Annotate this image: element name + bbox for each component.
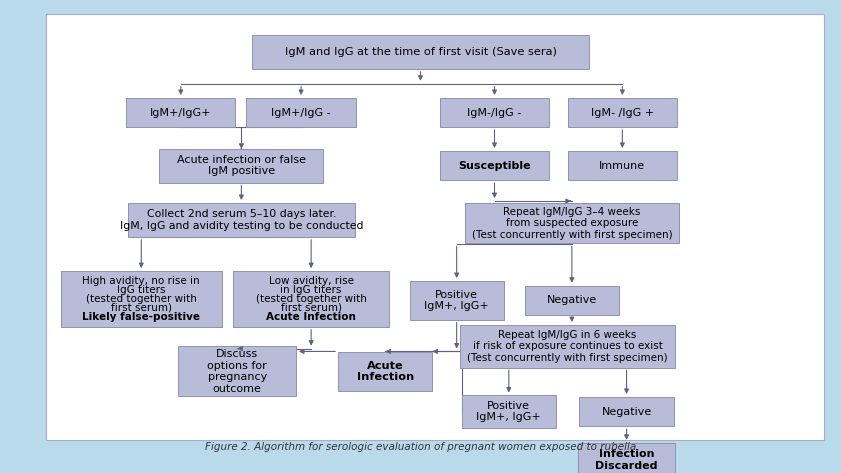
FancyBboxPatch shape: [461, 325, 674, 368]
FancyBboxPatch shape: [440, 151, 549, 180]
Text: Acute
Infection: Acute Infection: [357, 360, 414, 382]
FancyBboxPatch shape: [568, 98, 677, 127]
FancyBboxPatch shape: [126, 98, 235, 127]
FancyBboxPatch shape: [464, 203, 679, 243]
Text: IgM- /IgG +: IgM- /IgG +: [590, 107, 654, 118]
Text: High avidity, no rise in: High avidity, no rise in: [82, 276, 200, 286]
Text: Collect 2nd serum 5–10 days later.
IgM, IgG and avidity testing to be conducted: Collect 2nd serum 5–10 days later. IgM, …: [119, 209, 363, 231]
FancyBboxPatch shape: [338, 352, 432, 391]
Text: IgM+/IgG -: IgM+/IgG -: [272, 107, 331, 118]
FancyBboxPatch shape: [233, 271, 389, 327]
FancyBboxPatch shape: [159, 149, 323, 183]
Text: Negative: Negative: [601, 406, 652, 417]
Text: (tested together with: (tested together with: [256, 294, 367, 304]
FancyBboxPatch shape: [128, 203, 355, 237]
Text: Immune: Immune: [600, 160, 645, 171]
Text: Figure 2. Algorithm for serologic evaluation of pregnant women exposed to rubell: Figure 2. Algorithm for serologic evalua…: [205, 442, 636, 452]
Text: IgM and IgG at the time of first visit (Save sera): IgM and IgG at the time of first visit (…: [284, 47, 557, 57]
Text: first serum): first serum): [281, 303, 341, 313]
FancyBboxPatch shape: [579, 397, 674, 426]
FancyBboxPatch shape: [568, 151, 677, 180]
Text: Repeat IgM/IgG 3–4 weeks
from suspected exposure
(Test concurrently with first s: Repeat IgM/IgG 3–4 weeks from suspected …: [472, 207, 672, 240]
FancyBboxPatch shape: [252, 35, 589, 69]
Text: Discuss
options for
pregnancy
outcome: Discuss options for pregnancy outcome: [207, 349, 267, 394]
Text: Acute infection or false
IgM positive: Acute infection or false IgM positive: [177, 155, 306, 176]
Text: Low avidity, rise: Low avidity, rise: [268, 276, 354, 286]
Text: Susceptible: Susceptible: [458, 160, 531, 171]
FancyBboxPatch shape: [578, 443, 674, 473]
Text: Likely false-positive: Likely false-positive: [82, 312, 200, 322]
Text: Infection
Discarded: Infection Discarded: [595, 449, 658, 471]
Text: Repeat IgM/IgG in 6 weeks
if risk of exposure continues to exist
(Test concurren: Repeat IgM/IgG in 6 weeks if risk of exp…: [468, 330, 668, 363]
FancyBboxPatch shape: [410, 281, 504, 320]
Text: Positive
IgM+, IgG+: Positive IgM+, IgG+: [425, 289, 489, 311]
FancyBboxPatch shape: [46, 14, 824, 440]
FancyBboxPatch shape: [525, 286, 619, 315]
Text: first serum): first serum): [111, 303, 172, 313]
Text: IgM+/IgG+: IgM+/IgG+: [150, 107, 212, 118]
FancyBboxPatch shape: [178, 346, 296, 396]
Text: Positive
IgM+, IgG+: Positive IgM+, IgG+: [477, 401, 541, 422]
Text: IgG titers: IgG titers: [117, 285, 166, 295]
Text: in IgG titers: in IgG titers: [281, 285, 341, 295]
FancyBboxPatch shape: [440, 98, 549, 127]
FancyBboxPatch shape: [61, 271, 222, 327]
Text: (tested together with: (tested together with: [86, 294, 197, 304]
Text: Negative: Negative: [547, 295, 597, 306]
FancyBboxPatch shape: [462, 395, 556, 428]
Text: IgM-/IgG -: IgM-/IgG -: [468, 107, 521, 118]
Text: Acute Infection: Acute Infection: [267, 312, 356, 322]
FancyBboxPatch shape: [246, 98, 356, 127]
